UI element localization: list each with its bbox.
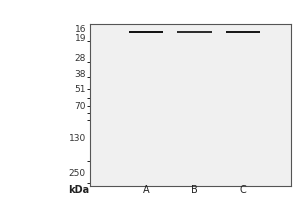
FancyBboxPatch shape	[177, 31, 211, 33]
Text: 38: 38	[74, 70, 86, 79]
Text: 28: 28	[75, 54, 86, 63]
Text: B: B	[191, 185, 198, 195]
Text: A: A	[143, 185, 150, 195]
Text: C: C	[239, 185, 246, 195]
Text: 250: 250	[69, 169, 86, 178]
Text: 51: 51	[74, 85, 86, 94]
Text: 130: 130	[69, 134, 86, 143]
Text: 70: 70	[74, 102, 86, 111]
Text: 19: 19	[74, 34, 86, 43]
FancyBboxPatch shape	[129, 31, 164, 33]
Text: kDa: kDa	[68, 185, 89, 195]
Text: 16: 16	[74, 25, 86, 34]
FancyBboxPatch shape	[226, 31, 260, 33]
